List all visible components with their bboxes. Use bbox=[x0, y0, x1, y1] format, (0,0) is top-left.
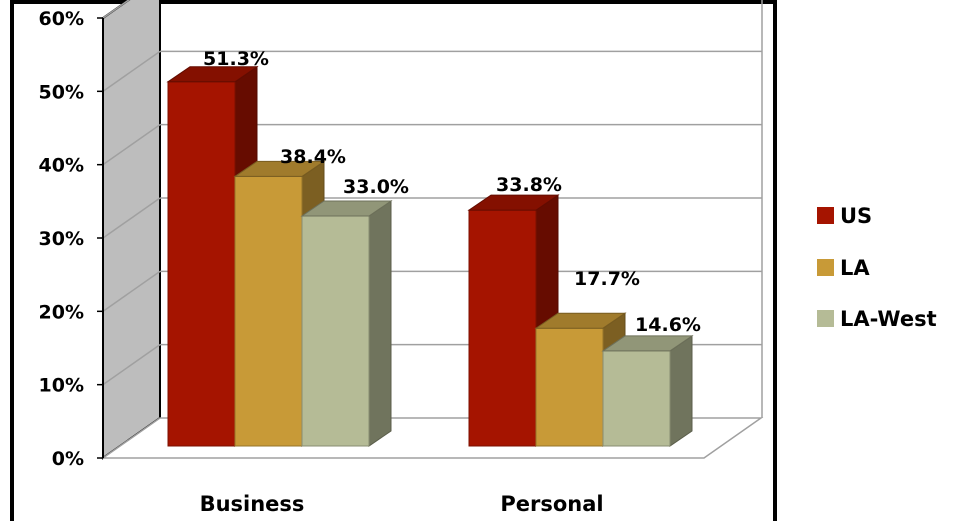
gridline-side bbox=[102, 124, 161, 166]
y-tick-label: 50% bbox=[39, 81, 84, 103]
category-label: Personal bbox=[500, 492, 603, 516]
gridline-side bbox=[102, 344, 161, 386]
data-label: 33.8% bbox=[496, 174, 562, 196]
bar-top bbox=[166, 66, 259, 83]
data-label: 51.3% bbox=[203, 48, 269, 70]
bar-front bbox=[535, 327, 604, 447]
legend-swatch bbox=[817, 259, 834, 276]
bar-front bbox=[167, 81, 236, 447]
legend-swatch bbox=[817, 310, 834, 327]
gridline-side bbox=[102, 270, 161, 312]
data-label: 17.7% bbox=[574, 268, 640, 290]
legend-label: LA bbox=[840, 256, 870, 280]
bar-front bbox=[468, 209, 537, 447]
legend-swatch bbox=[817, 207, 834, 224]
data-label: 38.4% bbox=[280, 146, 346, 168]
bar-top bbox=[467, 194, 560, 211]
y-tick-label: 60% bbox=[39, 8, 84, 30]
y-tick-label: 30% bbox=[39, 228, 84, 250]
gridline-side bbox=[102, 197, 161, 239]
category-label: Business bbox=[200, 492, 305, 516]
bar-side bbox=[368, 200, 392, 447]
bar-top bbox=[601, 335, 694, 352]
y-tick-label: 10% bbox=[39, 375, 84, 397]
data-label: 14.6% bbox=[635, 314, 701, 336]
y-tick-label: 40% bbox=[39, 155, 84, 177]
data-label: 33.0% bbox=[343, 176, 409, 198]
gridline-side bbox=[102, 0, 130, 19]
legend-label: US bbox=[840, 204, 872, 228]
bar-top bbox=[534, 312, 627, 329]
bar-front bbox=[602, 350, 671, 447]
bar-top bbox=[300, 200, 393, 217]
left-wall bbox=[102, 0, 161, 460]
bar-top bbox=[233, 160, 326, 177]
bar-front bbox=[301, 215, 370, 447]
legend-label: LA-West bbox=[840, 307, 937, 331]
chart-frame bbox=[10, 0, 777, 521]
y-tick-label: 20% bbox=[39, 301, 84, 323]
y-tick-label: 0% bbox=[52, 448, 84, 470]
bar-side bbox=[669, 334, 693, 447]
bar-front bbox=[234, 175, 303, 447]
gridline-side bbox=[102, 50, 161, 92]
